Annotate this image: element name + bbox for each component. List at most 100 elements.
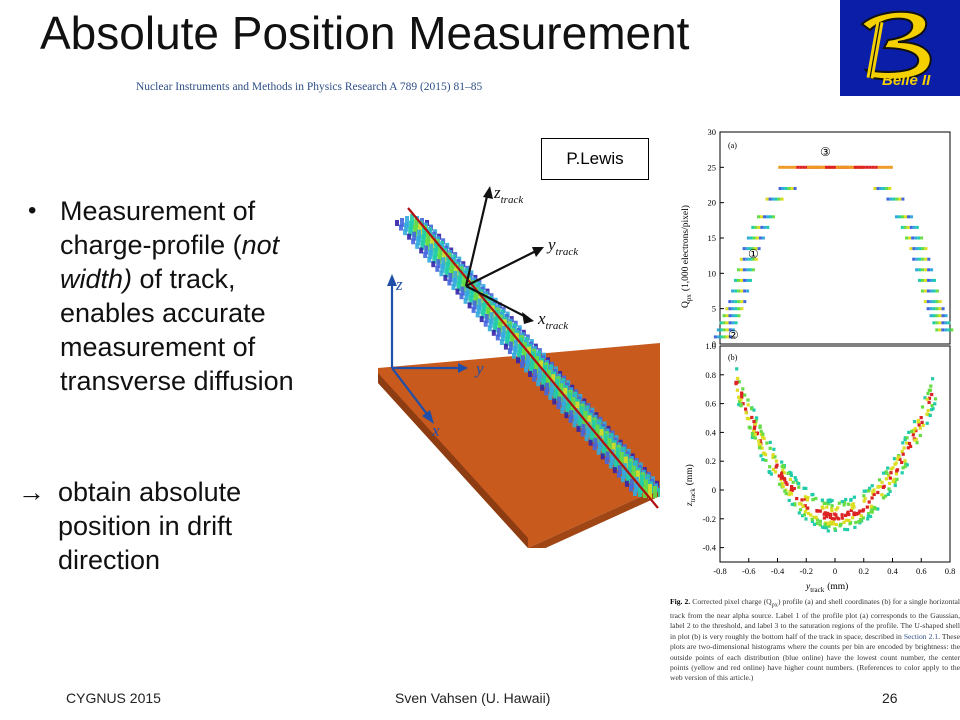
track-bar bbox=[638, 488, 642, 497]
track-bar bbox=[544, 389, 549, 396]
heatmap-cell bbox=[752, 408, 756, 412]
heatmap-cell bbox=[857, 511, 861, 515]
track-bar bbox=[648, 484, 652, 499]
heatmap-cell bbox=[900, 449, 904, 453]
heatmap-cell bbox=[752, 428, 756, 432]
heatmap-cell bbox=[780, 472, 784, 476]
heatmap-cell bbox=[895, 477, 899, 481]
heatmap-cell bbox=[918, 426, 922, 430]
track-bar bbox=[522, 348, 526, 361]
track-bar bbox=[487, 325, 492, 332]
profile-point bbox=[757, 215, 775, 219]
y-tick-label: 25 bbox=[708, 162, 717, 172]
heatmap-cell bbox=[853, 525, 857, 529]
profile-point bbox=[722, 314, 741, 318]
heatmap-cell bbox=[814, 496, 818, 501]
heatmap-cell bbox=[915, 441, 919, 445]
heatmap-cell bbox=[811, 498, 815, 502]
heatmap-cell bbox=[759, 454, 763, 458]
track-bar bbox=[419, 247, 424, 254]
track-bar bbox=[481, 302, 486, 315]
track-bar bbox=[565, 405, 570, 415]
heatmap-cell bbox=[759, 429, 763, 433]
heatmap-cell bbox=[830, 504, 834, 508]
footer-left: CYGNUS 2015 bbox=[66, 690, 161, 706]
heatmap-cell bbox=[758, 425, 762, 430]
track-bar bbox=[538, 367, 543, 379]
heatmap-cell bbox=[858, 509, 862, 513]
heatmap-cell bbox=[930, 392, 934, 397]
track-bar bbox=[504, 337, 509, 346]
heatmap-cell bbox=[846, 502, 850, 506]
track-bar bbox=[524, 366, 529, 373]
track-bar bbox=[407, 233, 412, 240]
caption-section-link[interactable]: Section 2.1 bbox=[903, 631, 939, 641]
heatmap-cell bbox=[800, 514, 805, 518]
profile-point bbox=[873, 187, 892, 190]
track-bar bbox=[499, 339, 504, 345]
x-tick-label: 0 bbox=[833, 566, 837, 576]
heatmap-cell bbox=[917, 423, 921, 427]
heatmap-cell bbox=[764, 458, 768, 462]
track-bar bbox=[616, 471, 621, 478]
heatmap-cell bbox=[832, 517, 836, 521]
track-bar bbox=[508, 341, 513, 351]
y-tick-label: 0.8 bbox=[705, 370, 716, 380]
xtrack-axis-head bbox=[522, 312, 534, 324]
track-bar bbox=[613, 460, 618, 470]
ytrack-axis-arrow bbox=[465, 249, 539, 287]
heatmap-cell bbox=[760, 435, 765, 439]
heatmap-cell bbox=[753, 422, 757, 426]
heatmap-cell bbox=[833, 527, 837, 531]
profile-point bbox=[713, 335, 732, 339]
track-bar bbox=[552, 398, 557, 405]
heatmap-cell bbox=[793, 476, 797, 480]
heatmap-cell bbox=[888, 481, 892, 486]
bullet-line-6: transverse diffusion bbox=[60, 366, 294, 396]
heatmap-cell bbox=[797, 511, 801, 515]
heatmap-cell bbox=[739, 403, 743, 407]
track-bar bbox=[491, 329, 496, 336]
track-bar bbox=[395, 220, 399, 226]
heatmap-cell bbox=[818, 523, 822, 527]
track-bar bbox=[589, 433, 594, 443]
track-bar bbox=[625, 474, 630, 484]
heatmap-cell bbox=[761, 458, 765, 462]
heatmap-cell bbox=[751, 434, 756, 438]
track-bar bbox=[520, 361, 525, 368]
track-bar bbox=[473, 293, 478, 306]
track-bar bbox=[463, 297, 468, 304]
heatmap-cell bbox=[741, 402, 745, 406]
caption-sub: px bbox=[771, 601, 778, 609]
track-bar bbox=[550, 380, 555, 393]
heatmap-cell bbox=[891, 466, 895, 470]
heatmap-cell bbox=[768, 465, 772, 469]
heatmap-cell bbox=[857, 519, 861, 524]
track-bar bbox=[576, 425, 581, 432]
bullet-line-3-italic: width) bbox=[60, 264, 133, 294]
heatmap-cell bbox=[840, 513, 844, 517]
heatmap-cell bbox=[921, 423, 925, 427]
heatmap-cell bbox=[768, 470, 772, 474]
track-bar bbox=[507, 348, 512, 355]
heatmap-cell bbox=[895, 457, 899, 461]
track-bar bbox=[609, 456, 614, 465]
bullet-dot: • bbox=[28, 197, 37, 224]
track-bar bbox=[588, 439, 593, 446]
track-bar bbox=[505, 330, 510, 343]
heatmap-cell bbox=[901, 466, 905, 470]
heatmap-cell bbox=[842, 520, 846, 524]
heatmap-cell bbox=[829, 520, 833, 524]
heatmap-cell bbox=[894, 461, 898, 465]
heatmap-cell bbox=[843, 527, 847, 531]
heatmap-cell bbox=[886, 466, 890, 470]
heatmap-cell bbox=[927, 396, 932, 400]
profile-point bbox=[728, 300, 747, 304]
heatmap-cell bbox=[877, 485, 881, 489]
track-bar bbox=[469, 289, 474, 302]
track-bar bbox=[653, 486, 657, 498]
heatmap-cell bbox=[793, 502, 797, 506]
heatmap-cell bbox=[891, 479, 895, 483]
track-bar bbox=[582, 417, 587, 430]
ztrack-axis-arrow bbox=[464, 191, 490, 287]
